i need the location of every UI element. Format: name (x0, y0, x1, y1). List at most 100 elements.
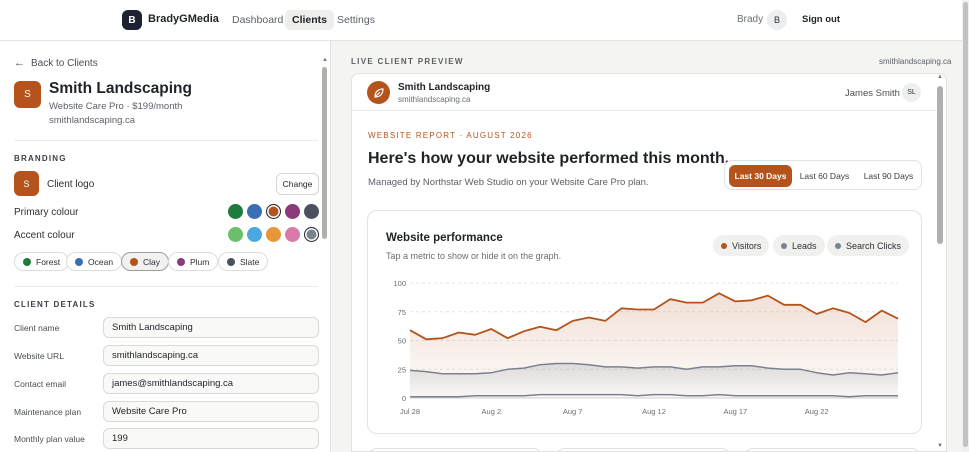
leaf-logo-icon (367, 81, 390, 104)
range-90-days-button[interactable]: Last 90 Days (863, 171, 914, 181)
preview-contact-avatar[interactable]: SL (902, 83, 921, 102)
y-tick-label: 75 (398, 308, 406, 317)
accent-colour-swatch[interactable] (304, 227, 319, 242)
legend-search-clicks-toggle[interactable]: Search Clicks (827, 235, 910, 256)
metric-card (367, 448, 543, 451)
primary-colour-swatch[interactable] (304, 204, 319, 219)
primary-colour-swatch[interactable] (228, 204, 243, 219)
preset-color-dot (75, 257, 83, 266)
search-clicks-line (410, 393, 898, 398)
legend-leads-toggle[interactable]: Leads (773, 235, 825, 256)
report-eyebrow: WEBSITE REPORT · AUGUST 2026 (368, 131, 533, 140)
scroll-up-icon[interactable]: ▲ (937, 74, 943, 80)
leads-line (409, 362, 899, 376)
nav-clients[interactable]: Clients (285, 10, 335, 30)
client-preview-frame: Smith Landscaping smithlandscaping.ca Ja… (351, 73, 947, 452)
search-clicks-dot (835, 242, 841, 249)
performance-title: Website performance (386, 232, 503, 244)
client-details-heading: CLIENT DETAILS (14, 300, 96, 309)
scroll-down-icon[interactable]: ▼ (937, 443, 943, 449)
x-tick-label: Aug 2 (482, 407, 502, 416)
client-name-label: Client name (14, 323, 60, 333)
live-preview-heading: LIVE CLIENT PREVIEW (351, 57, 464, 66)
website-url-label: Website URL (14, 351, 64, 361)
leads-dot (781, 242, 787, 249)
accent-colour-swatch[interactable] (228, 227, 243, 242)
report-subtitle: Managed by Northstar Web Studio on your … (368, 177, 649, 188)
preset-color-dot (227, 257, 235, 266)
preset-color-dot (130, 257, 138, 266)
performance-subtitle: Tap a metric to show or hide it on the g… (386, 251, 562, 261)
nav-settings[interactable]: Settings (337, 14, 375, 26)
preset-label: Slate (240, 256, 260, 267)
accent-colour-label: Accent colour (14, 230, 75, 241)
y-tick-label: 0 (402, 394, 406, 403)
preset-color-dot (177, 257, 185, 266)
top-navbar: B BradyGMedia Dashboard Clients Settings… (0, 0, 969, 41)
client-avatar: S (14, 81, 41, 108)
nav-dashboard[interactable]: Dashboard (232, 14, 284, 26)
preset-chip-plum[interactable]: Plum (168, 252, 219, 271)
user-avatar[interactable]: B (767, 10, 787, 30)
client-name-input[interactable]: Smith Landscaping (103, 317, 319, 338)
scroll-up-icon[interactable]: ▲ (322, 57, 328, 63)
preset-chip-forest[interactable]: Forest (14, 252, 70, 271)
preset-label: Plum (190, 256, 210, 267)
primary-colour-swatch[interactable] (247, 204, 262, 219)
monthly-value-input[interactable]: 199 (103, 428, 319, 449)
primary-colour-swatch[interactable] (266, 204, 281, 219)
divider (14, 140, 318, 141)
client-logo-label: Client logo (47, 179, 95, 190)
branding-heading: BRANDING (14, 154, 67, 163)
metric-card (743, 448, 922, 451)
x-tick-label: Aug 22 (805, 407, 829, 416)
change-logo-button[interactable]: Change (276, 173, 319, 195)
preset-label: Ocean (88, 256, 114, 267)
accent-colour-swatch[interactable] (247, 227, 262, 242)
accent-colour-swatch[interactable] (266, 227, 281, 242)
maintenance-plan-label: Maintenance plan (14, 407, 82, 417)
y-tick-label: 25 (398, 365, 406, 374)
contact-email-input[interactable]: james@smithlandscaping.ca (103, 373, 319, 394)
back-to-clients-link[interactable]: ← Back to Clients (14, 57, 98, 69)
range-60-days-button[interactable]: Last 60 Days (799, 171, 850, 181)
y-tick-label: 50 (398, 337, 406, 346)
legend-visitors-label: Visitors (732, 240, 762, 251)
performance-card: Website performance Tap a metric to show… (367, 210, 922, 434)
maintenance-plan-input[interactable]: Website Care Pro (103, 401, 319, 422)
preview-scrollbar[interactable]: ▲ ▼ (937, 74, 943, 452)
client-plan: Website Care Pro · $199/month (49, 101, 183, 112)
brand-logo[interactable]: B (122, 10, 142, 30)
performance-chart: 0 25 50 75 100 Jul 28 Aug 2 Aug 7 Aug 12 Aug 17 Au… (393, 279, 899, 416)
preview-contact-name: James Smith (845, 88, 900, 99)
monthly-value-label: Monthly plan value (14, 434, 85, 444)
preview-site-url: smithlandscaping.ca (398, 95, 471, 104)
date-range-selector: Last 30 Days Last 60 Days Last 90 Days (724, 160, 922, 190)
primary-colour-swatch[interactable] (285, 204, 300, 219)
leads-area (410, 363, 898, 398)
x-tick-label: Jul 28 (400, 407, 420, 416)
range-30-days-button[interactable]: Last 30 Days (729, 165, 792, 187)
scrollbar-thumb[interactable] (937, 86, 943, 244)
preset-chip-ocean[interactable]: Ocean (66, 252, 123, 271)
page-scrollbar[interactable] (962, 0, 969, 452)
accent-colour-swatch[interactable] (285, 227, 300, 242)
metric-card (555, 448, 731, 451)
legend-visitors-toggle[interactable]: Visitors (713, 235, 770, 256)
left-scrollbar[interactable]: ▲ (322, 57, 328, 452)
client-logo-thumbnail: S (14, 171, 39, 196)
brand-name[interactable]: BradyGMedia (148, 13, 219, 25)
preview-header: Smith Landscaping smithlandscaping.ca Ja… (352, 74, 940, 111)
report-title: Here's how your website performed this m… (368, 150, 730, 167)
scrollbar-thumb[interactable] (963, 2, 968, 447)
website-url-input[interactable]: smithlandscaping.ca (103, 345, 319, 366)
contact-email-label: Contact email (14, 379, 66, 389)
scrollbar-thumb[interactable] (322, 67, 327, 239)
preview-site-name: Smith Landscaping (398, 82, 491, 93)
preset-chip-clay[interactable]: Clay (121, 252, 170, 271)
legend-leads-label: Leads (792, 240, 817, 251)
preset-label: Forest (36, 256, 61, 267)
primary-colour-label: Primary colour (14, 207, 79, 218)
preset-chip-slate[interactable]: Slate (218, 252, 269, 271)
sign-out-button[interactable]: Sign out (802, 14, 840, 25)
